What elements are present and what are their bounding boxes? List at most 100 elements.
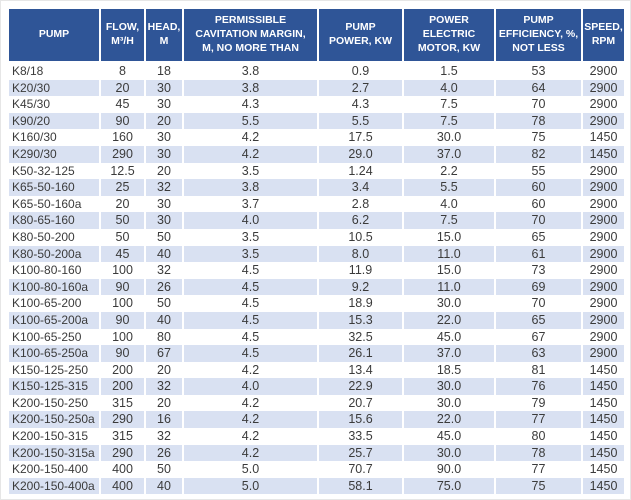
cell-cavitation_margin: 3.8: [184, 79, 319, 97]
cell-efficiency: 78: [496, 112, 583, 130]
table-row: K100-80-160a 90 26 4.5 9.2 11.0 69 2900: [9, 278, 624, 296]
cell-motor_power: 30.0: [404, 295, 496, 312]
table-row: K90/20 90 20 5.5 5.5 7.5 78 2900: [9, 112, 624, 130]
cell-flow: 400: [101, 461, 146, 478]
cell-cavitation_margin: 4.2: [184, 361, 319, 379]
cell-head: 30: [146, 79, 184, 97]
cell-pump_power: 18.9: [319, 295, 404, 312]
cell-speed: 2900: [583, 295, 624, 312]
cell-pump: K100-65-200a: [9, 311, 101, 329]
cell-flow: 20: [101, 195, 146, 213]
cell-pump_power: 3.4: [319, 179, 404, 196]
cell-head: 50: [146, 295, 184, 312]
cell-head: 32: [146, 262, 184, 279]
table-row: K65-50-160 25 32 3.8 3.4 5.5 60 2900: [9, 179, 624, 196]
cell-head: 32: [146, 179, 184, 196]
table-row: K200-150-400 400 50 5.0 70.7 90.0 77 1450: [9, 461, 624, 478]
table-row: K200-150-250a 290 16 4.2 15.6 22.0 77 1450: [9, 411, 624, 429]
cell-motor_power: 90.0: [404, 461, 496, 478]
cell-efficiency: 61: [496, 245, 583, 263]
cell-flow: 45: [101, 245, 146, 263]
cell-cavitation_margin: 3.7: [184, 195, 319, 213]
cell-motor_power: 37.0: [404, 145, 496, 163]
cell-pump: K100-80-160: [9, 262, 101, 279]
cell-efficiency: 67: [496, 328, 583, 346]
cell-pump: K20/30: [9, 79, 101, 97]
cell-flow: 160: [101, 129, 146, 146]
cell-cavitation_margin: 4.2: [184, 394, 319, 412]
cell-efficiency: 70: [496, 96, 583, 113]
cell-efficiency: 80: [496, 428, 583, 445]
cell-head: 30: [146, 195, 184, 213]
table-row: K100-65-250a 90 67 4.5 26.1 37.0 63 2900: [9, 345, 624, 362]
cell-speed: 2900: [583, 96, 624, 113]
cell-motor_power: 15.0: [404, 262, 496, 279]
cell-head: 67: [146, 345, 184, 362]
cell-pump: K100-65-250a: [9, 345, 101, 362]
cell-speed: 2900: [583, 328, 624, 346]
cell-flow: 90: [101, 112, 146, 130]
cell-efficiency: 77: [496, 411, 583, 429]
table-row: K20/30 20 30 3.8 2.7 4.0 64 2900: [9, 79, 624, 97]
cell-pump_power: 20.7: [319, 394, 404, 412]
cell-pump: K65-50-160: [9, 179, 101, 196]
cell-speed: 1450: [583, 477, 624, 495]
table-row: K80-50-200 50 50 3.5 10.5 15.0 65 2900: [9, 228, 624, 246]
column-header-pump: PUMP: [9, 9, 101, 63]
cell-head: 32: [146, 428, 184, 445]
cell-speed: 1450: [583, 145, 624, 163]
cell-pump: K150-125-315: [9, 378, 101, 395]
cell-speed: 2900: [583, 179, 624, 196]
column-header-cavitation_margin: PERMISSIBLE CAVITATION MARGIN, M, NO MOR…: [184, 9, 319, 63]
cell-flow: 100: [101, 328, 146, 346]
cell-pump: K200-150-400a: [9, 477, 101, 495]
table-row: K45/30 45 30 4.3 4.3 7.5 70 2900: [9, 96, 624, 113]
cell-speed: 2900: [583, 79, 624, 97]
cell-pump: K100-65-200: [9, 295, 101, 312]
cell-flow: 90: [101, 278, 146, 296]
cell-head: 50: [146, 461, 184, 478]
cell-pump_power: 8.0: [319, 245, 404, 263]
cell-motor_power: 7.5: [404, 112, 496, 130]
cell-efficiency: 73: [496, 262, 583, 279]
cell-pump_power: 9.2: [319, 278, 404, 296]
cell-efficiency: 69: [496, 278, 583, 296]
cell-motor_power: 11.0: [404, 278, 496, 296]
cell-motor_power: 18.5: [404, 361, 496, 379]
cell-speed: 1450: [583, 444, 624, 462]
cell-motor_power: 30.0: [404, 378, 496, 395]
cell-motor_power: 45.0: [404, 328, 496, 346]
cell-efficiency: 65: [496, 311, 583, 329]
cell-pump: K200-150-315: [9, 428, 101, 445]
cell-motor_power: 37.0: [404, 345, 496, 362]
cell-speed: 2900: [583, 195, 624, 213]
cell-speed: 2900: [583, 262, 624, 279]
cell-pump_power: 58.1: [319, 477, 404, 495]
cell-flow: 100: [101, 262, 146, 279]
cell-pump: K200-150-315a: [9, 444, 101, 462]
cell-pump_power: 32.5: [319, 328, 404, 346]
column-header-flow: FLOW, M³/H: [101, 9, 146, 63]
cell-cavitation_margin: 4.3: [184, 96, 319, 113]
table-header: PUMP FLOW, M³/H HEAD, M PERMISSIBLE CAVITAT…: [9, 9, 624, 63]
cell-efficiency: 55: [496, 162, 583, 180]
cell-pump: K290/30: [9, 145, 101, 163]
table-body: K8/18 8 18 3.8 0.9 1.5 53 2900 K20/30 20 30 3.8 2.7 4…: [9, 63, 624, 495]
cell-pump_power: 5.5: [319, 112, 404, 130]
cell-pump_power: 15.3: [319, 311, 404, 329]
cell-speed: 1450: [583, 394, 624, 412]
cell-pump_power: 6.2: [319, 212, 404, 229]
column-header-speed: SPEED, RPM: [583, 9, 624, 63]
cell-pump: K80-65-160: [9, 212, 101, 229]
cell-pump: K80-50-200: [9, 228, 101, 246]
cell-speed: 2900: [583, 245, 624, 263]
cell-speed: 1450: [583, 461, 624, 478]
cell-speed: 2900: [583, 212, 624, 229]
cell-efficiency: 60: [496, 179, 583, 196]
cell-efficiency: 63: [496, 345, 583, 362]
table-row: K200-150-250 315 20 4.2 20.7 30.0 79 1450: [9, 394, 624, 412]
cell-head: 50: [146, 228, 184, 246]
cell-speed: 1450: [583, 129, 624, 146]
cell-cavitation_margin: 4.5: [184, 278, 319, 296]
